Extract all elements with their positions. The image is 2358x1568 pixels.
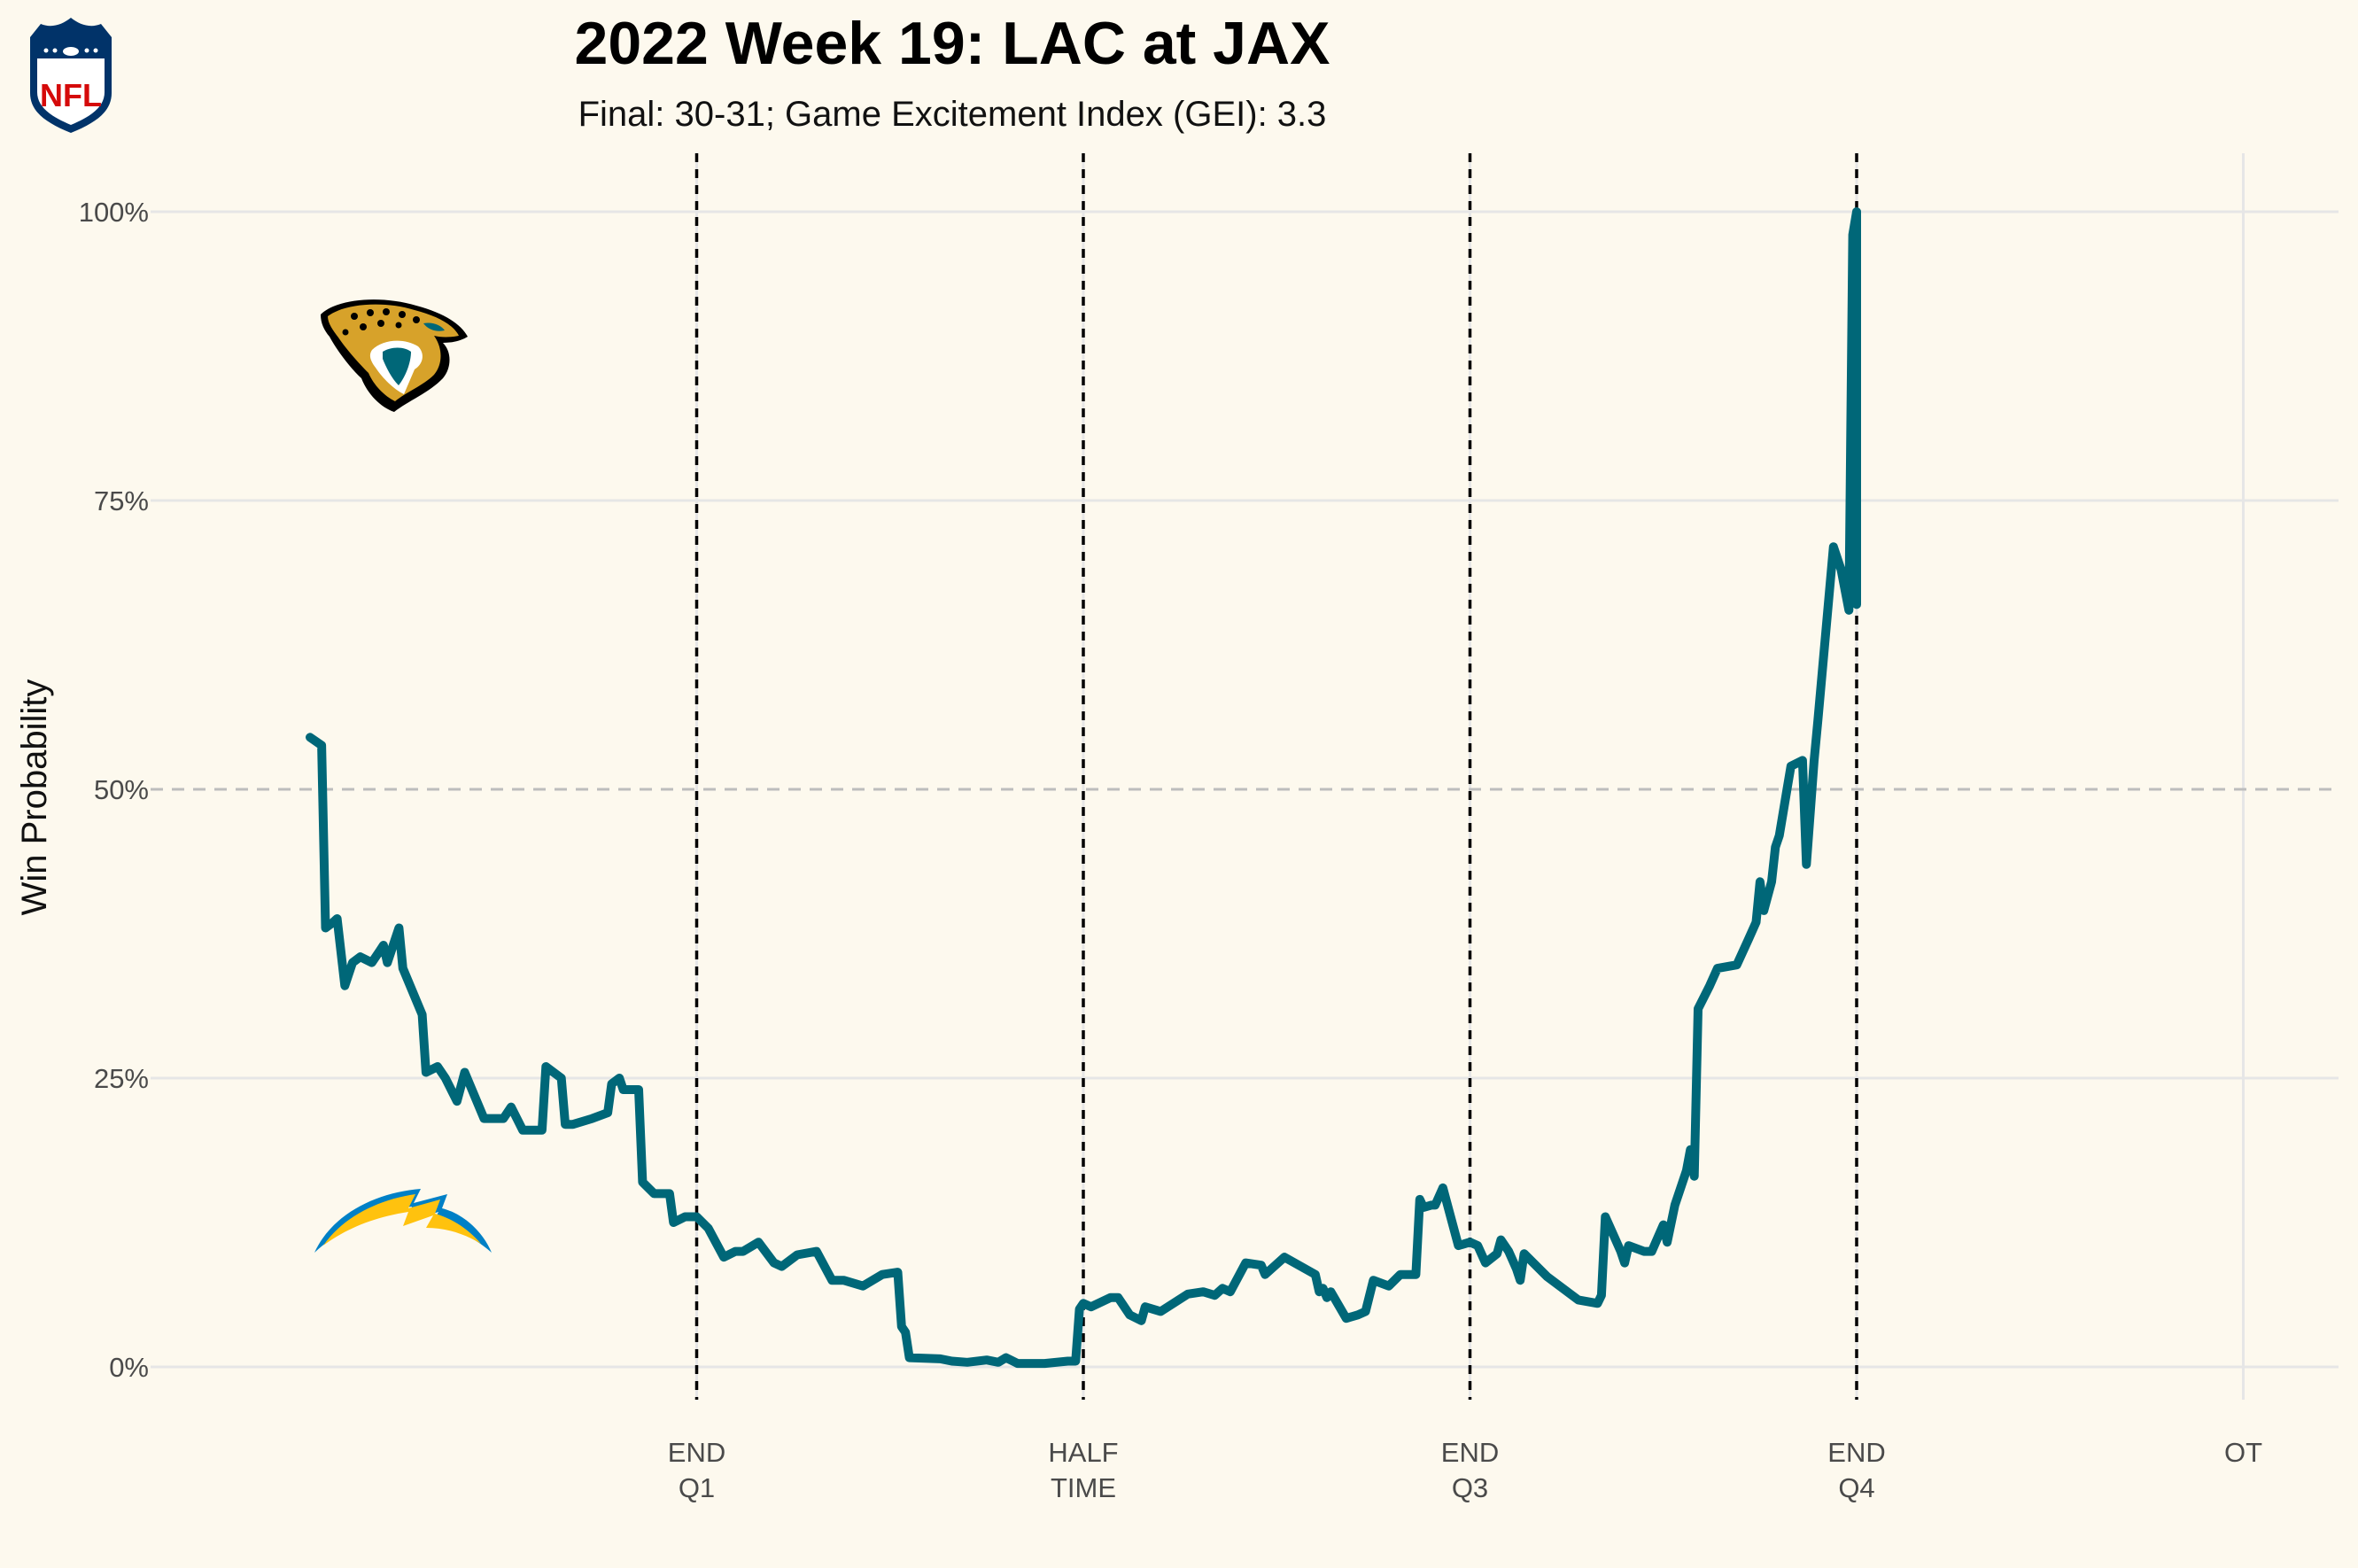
x-tick-label: END [668, 1437, 725, 1468]
chart-subtitle: Final: 30-31; Game Excitement Index (GEI… [578, 95, 1327, 134]
nfl-shield-logo: NFL [30, 18, 112, 133]
x-tick-label: END [1827, 1437, 1885, 1468]
jaguars-logo [321, 299, 468, 412]
y-tick-label: 100% [79, 197, 149, 228]
chart-title: 2022 Week 19: LAC at JAX [575, 10, 1330, 77]
x-tick-label: Q1 [679, 1472, 715, 1503]
y-tick-label: 50% [94, 774, 149, 805]
series-group [306, 207, 1861, 1369]
chargers-bolt-logo [314, 1189, 492, 1253]
x-tick-labels: END Q1 HALF TIME END Q3 END Q4 OT [668, 1437, 2262, 1503]
x-tick-label: TIME [1051, 1472, 1116, 1503]
y-tick-labels: 0% 25% 50% 75% 100% [79, 197, 149, 1383]
y-tick-label: 25% [94, 1063, 149, 1094]
y-axis-label: Win Probability [15, 679, 54, 916]
x-tick-label: OT [2224, 1437, 2262, 1468]
svg-text:NFL: NFL [40, 77, 102, 113]
win-probability-line [306, 207, 1861, 1369]
x-tick-label: END [1441, 1437, 1499, 1468]
y-tick-label: 75% [94, 485, 149, 516]
y-tick-label: 0% [109, 1352, 149, 1383]
x-tick-label: Q4 [1838, 1472, 1874, 1503]
x-tick-label: Q3 [1452, 1472, 1488, 1503]
x-tick-label: HALF [1048, 1437, 1118, 1468]
